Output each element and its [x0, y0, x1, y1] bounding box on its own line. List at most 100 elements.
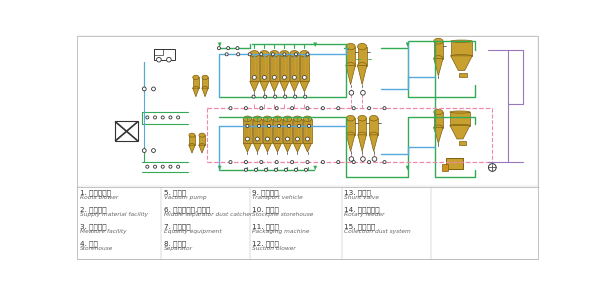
Bar [273, 119, 282, 143]
Text: Measure facility: Measure facility [80, 229, 126, 234]
Text: 9. 运输车辆: 9. 运输车辆 [252, 190, 278, 197]
Bar [199, 135, 205, 145]
Circle shape [295, 168, 298, 171]
Circle shape [262, 75, 266, 79]
Bar [202, 77, 208, 88]
Bar [283, 119, 292, 143]
Bar [434, 41, 443, 58]
Circle shape [154, 116, 157, 119]
Polygon shape [300, 81, 309, 92]
Circle shape [337, 107, 340, 110]
Text: 1. 罗茨鼓风机: 1. 罗茨鼓风机 [80, 190, 110, 197]
Ellipse shape [450, 111, 470, 113]
Polygon shape [314, 166, 317, 170]
Circle shape [283, 75, 286, 79]
Text: Transport vehicle: Transport vehicle [252, 195, 303, 200]
Bar [300, 54, 309, 81]
Circle shape [322, 161, 325, 164]
Circle shape [265, 168, 268, 171]
Circle shape [361, 157, 365, 161]
Polygon shape [189, 145, 195, 153]
Ellipse shape [293, 116, 302, 121]
Circle shape [142, 87, 146, 91]
Polygon shape [250, 81, 259, 92]
Circle shape [275, 137, 280, 141]
Ellipse shape [451, 55, 472, 57]
Ellipse shape [193, 86, 199, 90]
Circle shape [368, 161, 371, 164]
Circle shape [296, 137, 299, 141]
Text: 5. 真空泵: 5. 真空泵 [164, 190, 186, 197]
Bar [263, 119, 272, 143]
Ellipse shape [260, 51, 269, 57]
Ellipse shape [346, 44, 355, 50]
Circle shape [260, 107, 263, 110]
Bar [77, 36, 538, 186]
Circle shape [244, 168, 247, 171]
Text: 11. 包装机: 11. 包装机 [252, 224, 279, 230]
Text: Packaging machine: Packaging machine [252, 229, 310, 234]
Bar [446, 158, 463, 169]
Circle shape [256, 137, 259, 141]
Circle shape [286, 137, 289, 141]
Circle shape [352, 107, 355, 110]
Bar [154, 49, 175, 60]
Polygon shape [314, 43, 317, 47]
Ellipse shape [199, 144, 205, 147]
Circle shape [383, 161, 386, 164]
Bar [451, 41, 472, 56]
Polygon shape [243, 143, 251, 152]
Bar [189, 135, 195, 145]
Circle shape [161, 116, 164, 119]
Ellipse shape [290, 51, 299, 57]
Circle shape [227, 47, 230, 50]
Bar [154, 49, 163, 55]
Ellipse shape [202, 86, 208, 90]
Circle shape [257, 124, 260, 127]
Bar [260, 54, 269, 81]
Bar [290, 54, 299, 81]
Polygon shape [346, 135, 355, 152]
Bar [243, 119, 251, 143]
Bar [250, 54, 259, 81]
Circle shape [268, 124, 271, 127]
Text: 7. 均料装置: 7. 均料装置 [164, 224, 190, 230]
Bar [253, 119, 262, 143]
Text: 3. 计量设备: 3. 计量设备 [80, 224, 106, 230]
Circle shape [304, 168, 308, 171]
Polygon shape [193, 88, 199, 97]
Circle shape [322, 107, 325, 110]
Circle shape [284, 95, 287, 98]
Bar [358, 118, 367, 135]
Circle shape [306, 161, 309, 164]
Circle shape [275, 107, 278, 110]
Polygon shape [199, 145, 205, 153]
Circle shape [306, 107, 309, 110]
Circle shape [368, 107, 371, 110]
Ellipse shape [280, 51, 289, 57]
Ellipse shape [273, 116, 282, 121]
Text: 15. 除尘系统: 15. 除尘系统 [344, 224, 376, 230]
Bar [459, 141, 466, 145]
Circle shape [274, 168, 277, 171]
Text: 12. 引风机: 12. 引风机 [252, 241, 279, 247]
Circle shape [293, 95, 297, 98]
Ellipse shape [199, 133, 205, 137]
Circle shape [266, 137, 269, 141]
Text: 8. 分离器: 8. 分离器 [164, 241, 186, 247]
Ellipse shape [270, 51, 279, 57]
Ellipse shape [253, 116, 262, 121]
Bar [193, 77, 199, 88]
Circle shape [287, 124, 290, 127]
Circle shape [337, 161, 340, 164]
Circle shape [254, 168, 257, 171]
Bar [442, 164, 448, 171]
Circle shape [284, 168, 287, 171]
Bar [293, 119, 302, 143]
Circle shape [260, 161, 263, 164]
Ellipse shape [358, 132, 367, 138]
Polygon shape [202, 88, 208, 97]
Circle shape [169, 165, 172, 168]
Ellipse shape [434, 38, 443, 44]
Circle shape [290, 107, 293, 110]
